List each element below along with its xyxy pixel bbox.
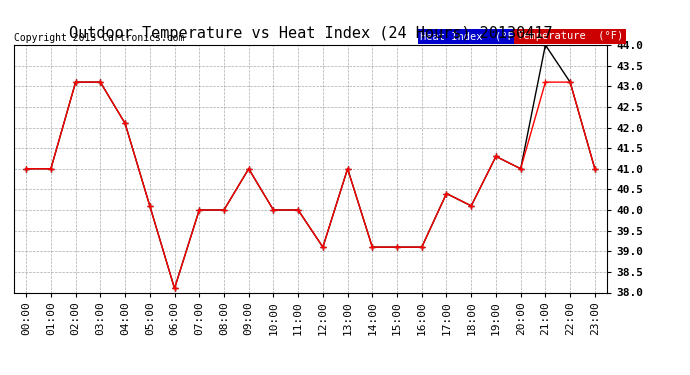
Text: Copyright 2013 Cartronics.com: Copyright 2013 Cartronics.com: [14, 33, 184, 42]
Text: Temperature  (°F): Temperature (°F): [517, 31, 623, 41]
Text: Heat Index  (°F): Heat Index (°F): [420, 31, 520, 41]
Title: Outdoor Temperature vs Heat Index (24 Hours) 20130417: Outdoor Temperature vs Heat Index (24 Ho…: [69, 26, 552, 41]
